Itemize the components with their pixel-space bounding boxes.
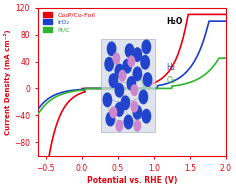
Text: H₂: H₂ bbox=[167, 63, 176, 72]
Text: O₂: O₂ bbox=[167, 76, 176, 85]
Legend: Co₂P/Co-Foil, IrO₂, Pt/C: Co₂P/Co-Foil, IrO₂, Pt/C bbox=[42, 11, 96, 34]
FancyArrowPatch shape bbox=[136, 73, 147, 101]
X-axis label: Potential vs. RHE (V): Potential vs. RHE (V) bbox=[87, 176, 177, 185]
Text: H₂O: H₂O bbox=[167, 18, 183, 26]
Y-axis label: Current Density (mA cm⁻²): Current Density (mA cm⁻²) bbox=[4, 29, 11, 135]
